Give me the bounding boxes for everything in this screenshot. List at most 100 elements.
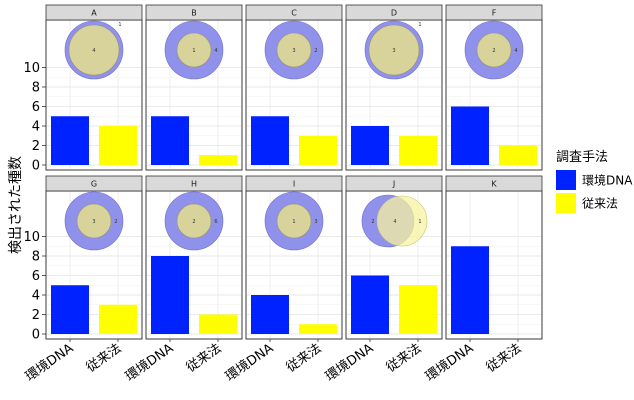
facet-panel-H: H 2 6 bbox=[145, 175, 243, 340]
facet-strip-label: J bbox=[392, 180, 395, 189]
y-tick-label: 8 bbox=[32, 81, 40, 96]
facet-panel-I: I 1 3 bbox=[245, 175, 343, 340]
venn-inner-circle bbox=[68, 24, 120, 76]
venn-inner-circle bbox=[76, 203, 112, 239]
facet-strip bbox=[445, 4, 543, 21]
venn-outer-count: 6 bbox=[214, 219, 217, 225]
x-tick-label: 従来法 bbox=[184, 341, 225, 376]
legend-key-conventional bbox=[556, 193, 576, 213]
legend: 調査手法 環境DNA 従来法 bbox=[556, 150, 633, 213]
legend-label: 環境DNA bbox=[582, 173, 633, 188]
bar-G-edna bbox=[51, 285, 89, 334]
y-tick-label: 10 bbox=[23, 61, 40, 76]
facet-strip bbox=[245, 175, 343, 192]
facet-strip-label: K bbox=[491, 180, 497, 189]
bar-H-edna bbox=[151, 256, 189, 334]
y-tick-label: 2 bbox=[32, 139, 40, 154]
facet-strip-label: G bbox=[91, 180, 97, 189]
x-tick-label: 環境DNA bbox=[123, 341, 176, 385]
venn-inner-circle bbox=[476, 32, 512, 68]
legend-key-edna bbox=[556, 170, 576, 190]
bar-F-edna bbox=[451, 106, 489, 165]
venn-outer-count: 2 bbox=[314, 48, 317, 54]
bar-G-conventional bbox=[99, 304, 137, 334]
x-tick-label: 環境DNA bbox=[423, 341, 476, 385]
x-tick-label: 従来法 bbox=[384, 341, 425, 376]
facet-strip-label: D bbox=[391, 9, 397, 18]
bar-B-conventional bbox=[199, 155, 237, 165]
legend-title: 調査手法 bbox=[556, 150, 608, 165]
venn-outer-count: 4 bbox=[214, 48, 217, 54]
venn-inner-count: 3 bbox=[292, 48, 295, 54]
x-tick-label: 従来法 bbox=[284, 341, 325, 376]
panels-layer: A 4 1 B 1 4 C 3 2 D 3 1 F 2 4 G 3 2 H 2 6 I 1 3 J 2 4 1 K bbox=[45, 4, 543, 340]
facet-panel-D: D 3 1 bbox=[345, 4, 443, 171]
venn-outer-count: 4 bbox=[514, 48, 517, 54]
facet-strip bbox=[45, 4, 143, 21]
bar-D-conventional bbox=[399, 135, 437, 165]
facet-strip-label: B bbox=[191, 9, 197, 18]
facet-panel-J: J 2 4 1 bbox=[345, 175, 443, 340]
bar-A-edna bbox=[51, 116, 89, 165]
bar-I-conventional bbox=[299, 324, 337, 334]
x-tick-label: 従来法 bbox=[484, 341, 525, 376]
x-tick-label: 環境DNA bbox=[323, 341, 376, 385]
legend-label: 従来法 bbox=[582, 197, 618, 211]
venn-right-count: 1 bbox=[418, 219, 421, 225]
venn-inner-count: 1 bbox=[192, 48, 195, 54]
facet-strip-label: F bbox=[492, 9, 497, 18]
facet-strip-label: H bbox=[191, 180, 197, 189]
y-tick-label: 6 bbox=[32, 269, 40, 284]
x-tick-label: 環境DNA bbox=[23, 341, 76, 385]
bar-J-conventional bbox=[399, 285, 437, 334]
facet-strip bbox=[245, 4, 343, 21]
bar-C-conventional bbox=[299, 135, 337, 165]
venn-outer-count: 3 bbox=[314, 219, 317, 225]
venn-inner-count: 3 bbox=[392, 48, 395, 54]
venn-outer-count: 2 bbox=[114, 219, 117, 225]
y-tick-label: 6 bbox=[32, 100, 40, 115]
venn-inner-count: 2 bbox=[192, 219, 195, 225]
bar-D-edna bbox=[351, 126, 389, 165]
facet-panel-B: B 1 4 bbox=[145, 4, 243, 171]
facet-panel-F: F 2 4 bbox=[445, 4, 543, 171]
venn-outer-count: 1 bbox=[418, 22, 421, 28]
bar-J-edna bbox=[351, 275, 389, 334]
venn-inner-circle bbox=[276, 32, 312, 68]
venn-middle-count: 4 bbox=[393, 219, 396, 225]
facet-strip bbox=[445, 175, 543, 192]
venn-inner-circle bbox=[176, 32, 212, 68]
venn-right-circle bbox=[376, 195, 428, 247]
venn-inner-count: 1 bbox=[292, 219, 295, 225]
bar-H-conventional bbox=[199, 314, 237, 334]
facet-strip bbox=[45, 175, 143, 192]
venn-inner-circle bbox=[368, 24, 420, 76]
y-axis: 検出された種数 0 2 4 6 8 10 0 2 4 6 8 10 bbox=[8, 61, 46, 343]
facet-strip bbox=[345, 4, 443, 21]
y-axis-title: 検出された種数 bbox=[8, 156, 24, 254]
facet-strip-label: C bbox=[291, 9, 297, 18]
venn-left-count: 2 bbox=[371, 219, 374, 225]
y-tick-label: 2 bbox=[32, 308, 40, 323]
bar-A-conventional bbox=[99, 126, 137, 165]
x-tick-label: 環境DNA bbox=[223, 341, 276, 385]
facet-panel-G: G 3 2 bbox=[45, 175, 143, 340]
y-tick-label: 0 bbox=[32, 328, 40, 343]
bar-F-conventional bbox=[499, 145, 537, 165]
venn-inner-count: 3 bbox=[92, 219, 95, 225]
venn-inner-count: 2 bbox=[492, 48, 495, 54]
y-tick-label: 4 bbox=[32, 289, 40, 304]
y-tick-label: 0 bbox=[32, 159, 40, 174]
facet-strip-label: I bbox=[293, 180, 295, 189]
venn-inner-circle bbox=[276, 203, 312, 239]
bar-I-edna bbox=[251, 295, 289, 334]
bar-K-edna bbox=[451, 246, 489, 334]
bar-B-edna bbox=[151, 116, 189, 165]
facet-strip bbox=[145, 4, 243, 21]
facet-panel-K: K bbox=[445, 175, 543, 340]
facet-panel-C: C 3 2 bbox=[245, 4, 343, 171]
venn-outer-count: 1 bbox=[118, 22, 121, 28]
x-tick-label: 従来法 bbox=[84, 341, 125, 376]
